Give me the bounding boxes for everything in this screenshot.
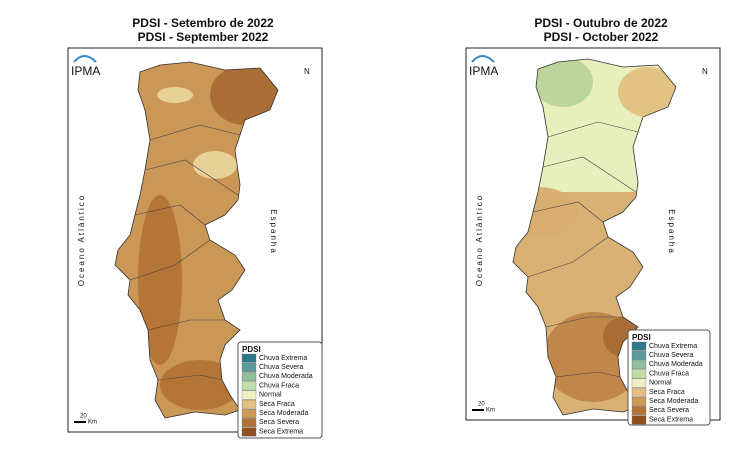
district-borders bbox=[129, 124, 241, 381]
legend-swatch bbox=[241, 390, 257, 400]
legend-swatch bbox=[241, 427, 257, 437]
legend-title: PDSI bbox=[632, 333, 651, 342]
legend-label: Normal bbox=[649, 380, 672, 387]
land-label: Espanha bbox=[269, 209, 278, 255]
legend-label: Chuva Severa bbox=[259, 364, 303, 371]
legend-label: Seca Moderada bbox=[259, 410, 309, 417]
drought-zone bbox=[618, 67, 676, 117]
drought-zone bbox=[533, 59, 593, 107]
legend-swatch bbox=[631, 378, 647, 388]
legend-label: Seca Severa bbox=[259, 419, 299, 426]
legend-box bbox=[237, 341, 323, 439]
legend-label: Chuva Severa bbox=[649, 352, 693, 359]
legend-swatch bbox=[241, 399, 257, 409]
legend-label: Normal bbox=[259, 392, 282, 399]
legend-label: Seca Extrema bbox=[649, 416, 693, 423]
legend-label: Seca Moderada bbox=[649, 398, 699, 405]
legend-swatch bbox=[631, 387, 647, 397]
legend-label: Seca Severa bbox=[649, 407, 689, 414]
map-subtitle: PDSI - September 2022 bbox=[138, 30, 269, 44]
legend-swatch bbox=[631, 341, 647, 351]
legend-label: Chuva Moderada bbox=[259, 373, 313, 380]
scale-number: 20 bbox=[80, 414, 87, 420]
logo-arc bbox=[73, 55, 97, 63]
map-subtitle: PDSI - October 2022 bbox=[544, 30, 659, 44]
scale-unit: Km bbox=[486, 408, 495, 414]
legend-label: Chuva Fraca bbox=[649, 370, 689, 377]
north-arrow: N bbox=[304, 67, 310, 76]
legend-label: Chuva Extrema bbox=[259, 355, 307, 362]
drought-zone bbox=[193, 151, 237, 179]
legend-swatch bbox=[241, 409, 257, 418]
country-outline bbox=[512, 58, 677, 416]
map-title: PDSI - Setembro de 2022 bbox=[132, 16, 274, 30]
legend-title: PDSI bbox=[242, 345, 261, 354]
legend-box bbox=[627, 329, 711, 426]
legend-swatch bbox=[241, 363, 257, 372]
drought-zone bbox=[138, 195, 182, 365]
legend-swatch bbox=[631, 406, 647, 416]
logo-arc bbox=[471, 55, 495, 63]
country-outline bbox=[114, 61, 279, 419]
legend-label: Chuva Extrema bbox=[649, 343, 697, 350]
district-borders bbox=[527, 121, 639, 378]
ocean-label: Oceano Atlântico bbox=[475, 194, 484, 286]
legend-label: Chuva Moderada bbox=[649, 361, 703, 368]
legend-swatch bbox=[241, 381, 257, 391]
legend-swatch bbox=[241, 418, 257, 428]
north-arrow: N bbox=[702, 67, 708, 76]
scale-number: 20 bbox=[478, 402, 485, 408]
legend-swatch bbox=[241, 353, 257, 363]
scale-unit: Km bbox=[88, 420, 97, 426]
logo-text: IPMA bbox=[71, 64, 100, 78]
drought-zone bbox=[210, 65, 278, 125]
legend-swatch bbox=[631, 351, 647, 360]
legend-swatch bbox=[631, 360, 647, 370]
legend-swatch bbox=[631, 369, 647, 379]
legend-label: Chuva Fraca bbox=[259, 382, 299, 389]
legend-label: Seca Extrema bbox=[259, 428, 303, 435]
legend-label: Seca Fraca bbox=[259, 401, 295, 408]
legend-swatch bbox=[631, 415, 647, 425]
land-label: Espanha bbox=[667, 209, 676, 255]
legend-label: Seca Fraca bbox=[649, 389, 685, 396]
drought-zone bbox=[160, 360, 240, 410]
legend-swatch bbox=[241, 372, 257, 382]
drought-zone bbox=[157, 87, 193, 103]
logo-text: IPMA bbox=[469, 64, 498, 78]
ocean-label: Oceano Atlântico bbox=[77, 194, 86, 286]
map-title: PDSI - Outubro de 2022 bbox=[534, 16, 668, 30]
legend-swatch bbox=[631, 397, 647, 406]
